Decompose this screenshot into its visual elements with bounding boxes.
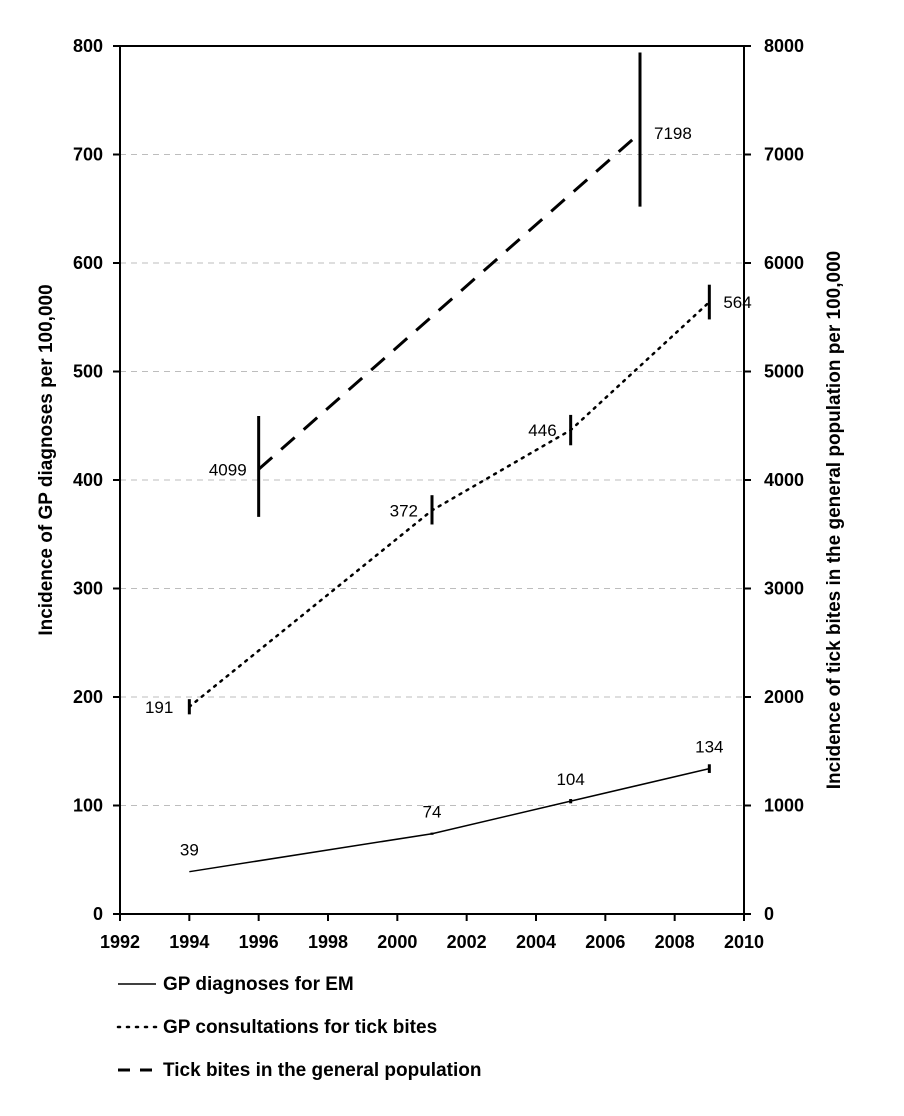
legend-item: Tick bites in the general population [118, 1060, 481, 1081]
y2-tick-label: 2000 [764, 687, 804, 707]
data-label: 7198 [654, 124, 692, 143]
data-label: 446 [528, 421, 556, 440]
x-tick-label: 2002 [447, 932, 487, 952]
data-label: 134 [695, 738, 723, 757]
x-tick-label: 1994 [169, 932, 209, 952]
y-tick-label: 100 [73, 796, 103, 816]
data-label: 372 [390, 501, 418, 520]
data-label: 74 [423, 803, 442, 822]
data-label: 104 [556, 770, 584, 789]
x-tick-label: 1996 [239, 932, 279, 952]
y-axis-title: Incidence of GP diagnoses per 100,000 [36, 284, 57, 635]
y2-axis-title: Incidence of tick bites in the general p… [824, 251, 845, 789]
series-line [257, 131, 641, 471]
y-tick-label: 600 [73, 253, 103, 273]
legend-label: GP diagnoses for EM [163, 974, 354, 995]
x-tick-label: 1992 [100, 932, 140, 952]
series-line [189, 767, 710, 873]
y-tick-label: 400 [73, 470, 103, 490]
series-0 [189, 764, 711, 873]
series-layer [187, 52, 711, 873]
series-1 [187, 284, 711, 715]
series-line [188, 300, 711, 709]
y2-tick-label: 6000 [764, 253, 804, 273]
grid-lines [120, 154, 744, 806]
x-tick-label: 2008 [655, 932, 695, 952]
y-tick-label: 500 [73, 362, 103, 382]
data-labels: 39 74 104 134 191 372 446 564 4099 7198 [145, 124, 752, 860]
x-tick-label: 2010 [724, 932, 764, 952]
x-tick-label: 2000 [377, 932, 417, 952]
axis-ticks: 0100200300400500600700800010002000300040… [73, 36, 804, 952]
y2-tick-label: 5000 [764, 362, 804, 382]
legend: GP diagnoses for EM GP consultations for … [116, 974, 481, 1081]
y2-tick-label: 7000 [764, 145, 804, 165]
y2-tick-label: 4000 [764, 470, 804, 490]
legend-item: GP consultations for tick bites [116, 1017, 437, 1038]
data-label: 564 [723, 293, 751, 312]
y2-tick-label: 8000 [764, 36, 804, 56]
x-tick-label: 1998 [308, 932, 348, 952]
legend-item: GP diagnoses for EM [118, 974, 354, 995]
y-tick-label: 800 [73, 36, 103, 56]
data-label: 191 [145, 698, 173, 717]
data-label: 39 [180, 841, 199, 860]
x-tick-label: 2006 [585, 932, 625, 952]
y2-tick-label: 1000 [764, 796, 804, 816]
legend-label: GP consultations for tick bites [163, 1017, 437, 1038]
series-2 [257, 52, 642, 517]
data-label: 4099 [209, 460, 247, 479]
x-tick-label: 2004 [516, 932, 556, 952]
y2-tick-label: 0 [764, 904, 774, 924]
y-tick-label: 200 [73, 687, 103, 707]
y-tick-label: 0 [93, 904, 103, 924]
y-tick-label: 300 [73, 579, 103, 599]
legend-label: Tick bites in the general population [163, 1060, 481, 1081]
y2-tick-label: 3000 [764, 579, 804, 599]
y-tick-label: 700 [73, 145, 103, 165]
